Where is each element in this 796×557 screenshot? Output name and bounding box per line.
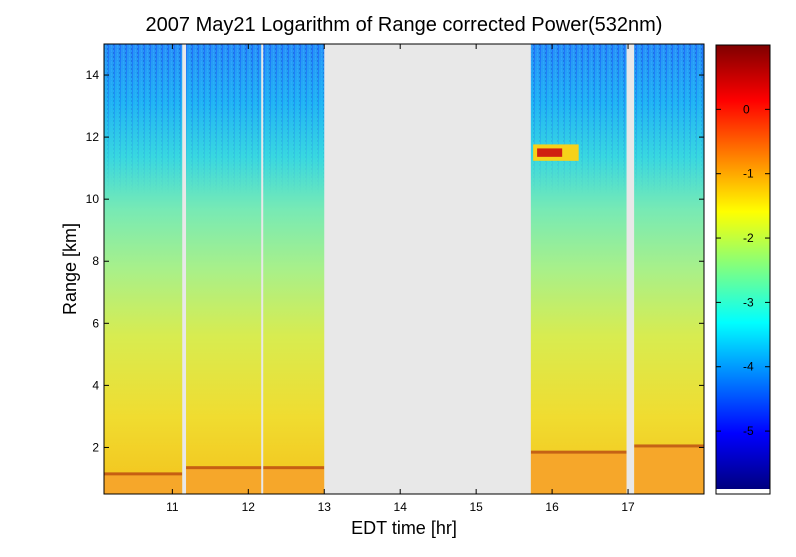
- y-tick-label-8: 8: [92, 254, 99, 268]
- x-tick-label-14: 14: [394, 500, 408, 514]
- colorbar-tick-label--1: -1: [743, 167, 754, 181]
- y-tick-label-10: 10: [86, 192, 100, 206]
- no-data-gap-3: [626, 44, 635, 494]
- boundary-layer-top-1: [186, 466, 325, 470]
- y-tick-label-2: 2: [92, 440, 99, 454]
- no-data-gap-2: [324, 44, 531, 494]
- boundary-layer-segment-1: [186, 469, 325, 494]
- y-tick-label-4: 4: [92, 378, 99, 392]
- x-axis: 11 12 13 14 15 16 17: [166, 44, 635, 514]
- x-tick-label-15: 15: [469, 500, 483, 514]
- colorbar-tick-label--3: -3: [743, 295, 754, 309]
- y-tick-label-14: 14: [86, 68, 100, 82]
- boundary-layer-top-3: [634, 444, 704, 448]
- colorbar-tick-label--5: -5: [743, 424, 754, 438]
- no-data-gaps: [182, 44, 635, 494]
- x-tick-label-12: 12: [242, 500, 256, 514]
- y-tick-label-12: 12: [86, 130, 100, 144]
- colorbar-tick-label--4: -4: [743, 360, 754, 374]
- boundary-layer-segment-2: [530, 453, 627, 494]
- y-axis-label: Range [km]: [60, 223, 80, 315]
- colorbar-tick-label-0: 0: [743, 102, 750, 116]
- y-axis: 2 4 6 8 10 12 14: [86, 68, 704, 454]
- cirrus-layer: [533, 144, 579, 161]
- x-tick-label-13: 13: [318, 500, 332, 514]
- plot-frame: [103, 43, 705, 495]
- no-data-gap-0: [182, 44, 187, 494]
- boundary-layer-top-2: [530, 450, 627, 454]
- colorbar-ticks: 0 -1 -2 -3 -4 -5: [716, 102, 770, 438]
- chart-title: 2007 May21 Logarithm of Range corrected …: [146, 14, 663, 36]
- y-tick-label-6: 6: [92, 316, 99, 330]
- x-axis-label: EDT time [hr]: [351, 518, 457, 538]
- plot-area: [104, 44, 704, 494]
- boundary-layer-segment-0: [104, 475, 183, 494]
- boundary-layer: [104, 444, 704, 494]
- x-tick-label-17: 17: [621, 500, 635, 514]
- cirrus-core: [537, 148, 563, 157]
- x-tick-label-11: 11: [166, 500, 179, 514]
- colorbar-gradient-bar: [716, 45, 770, 489]
- colorbar-tick-label--2: -2: [743, 231, 754, 245]
- no-data-gap-1: [261, 44, 264, 494]
- boundary-layer-top-0: [104, 472, 183, 476]
- boundary-layer-segment-3: [634, 447, 704, 494]
- colorbar: 0 -1 -2 -3 -4 -5: [715, 44, 771, 495]
- x-tick-label-16: 16: [545, 500, 559, 514]
- colorbar-frame: [715, 44, 771, 495]
